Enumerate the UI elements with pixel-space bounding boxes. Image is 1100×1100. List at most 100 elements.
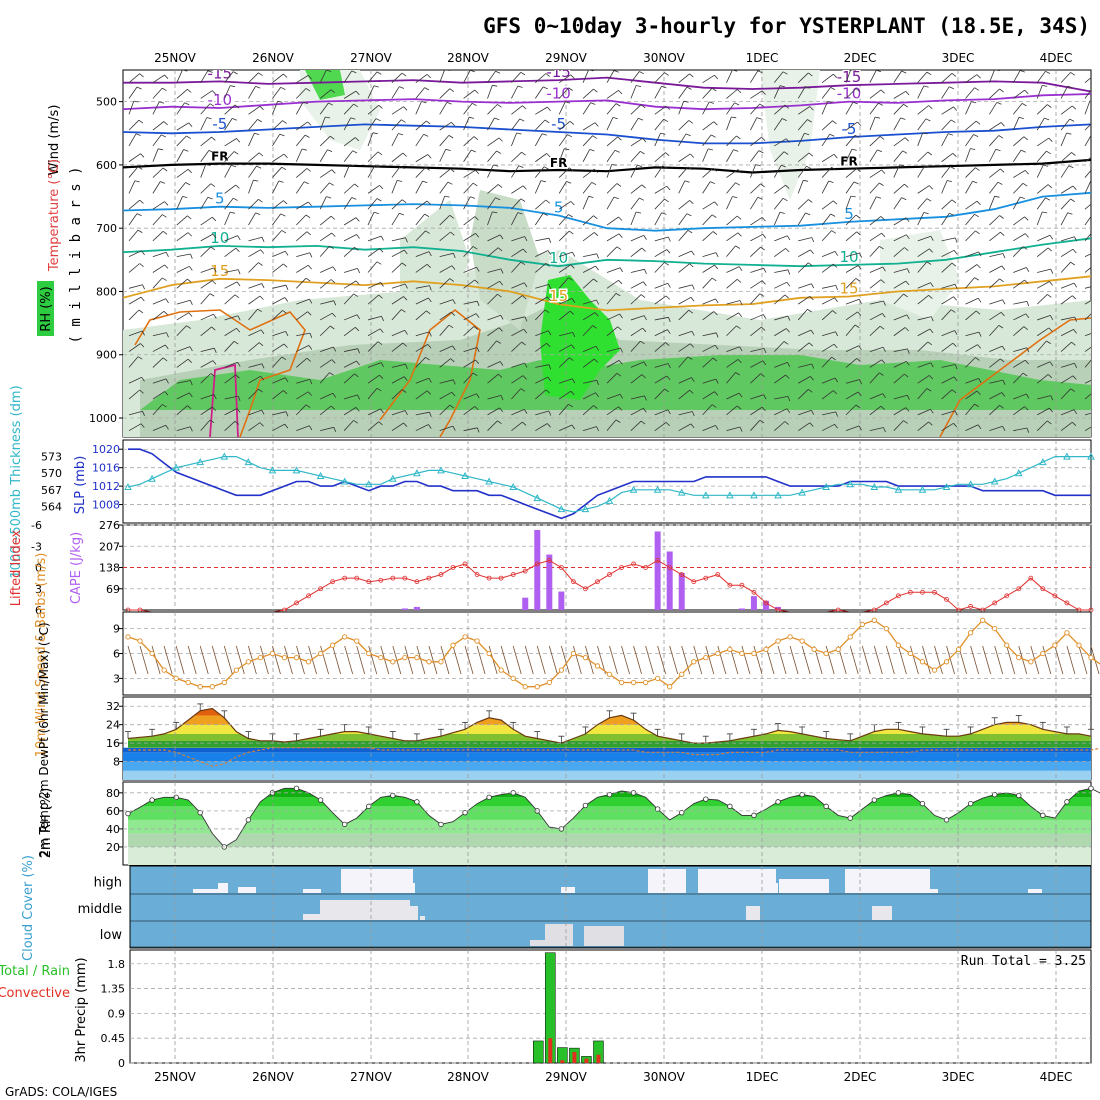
wind-barb-flag — [328, 102, 334, 106]
wind-barb — [845, 214, 857, 226]
wind-barb-flag — [569, 230, 574, 235]
wind-barb — [439, 149, 447, 162]
wind-barb — [630, 361, 644, 368]
wind-barb — [654, 86, 662, 99]
wind-barb — [1013, 393, 1027, 400]
wind-barb-flag — [137, 166, 143, 170]
wind-barb — [1084, 203, 1091, 210]
wind-barb-flag — [474, 89, 479, 94]
wind-barb-flag — [595, 392, 599, 397]
wind-barb-flag — [808, 388, 813, 393]
wind-barb-flag — [690, 153, 695, 158]
wind-barb — [654, 165, 663, 178]
wind-barb — [535, 250, 549, 258]
rh-point — [823, 803, 829, 810]
wind-barb — [343, 183, 355, 194]
pressure-tick: 700 — [96, 222, 117, 235]
surface-wind-barb — [260, 645, 269, 675]
wind-barb — [678, 309, 690, 321]
wind-barb-flag — [663, 118, 669, 123]
isotherm-label: -15 — [208, 64, 233, 82]
wind-barb — [559, 344, 572, 352]
cape-tick: 69 — [106, 583, 120, 596]
wind-barb-flag — [404, 330, 408, 335]
wind-barb — [654, 282, 669, 289]
top-day-label: 27NOV — [350, 51, 392, 65]
footer-credit: GrADS: COLA/IGES — [5, 1085, 117, 1099]
wind-barb-flag — [780, 164, 786, 168]
wind-barb — [678, 263, 690, 273]
wind-barb-flag — [517, 212, 523, 215]
wind-barb-flag — [306, 231, 311, 236]
wind-barb-flag — [330, 215, 336, 220]
wind-barb — [487, 197, 496, 210]
wind-barb-flag — [834, 377, 839, 383]
wind-barb-flag — [284, 297, 289, 302]
isotherm-15 — [123, 275, 1091, 312]
wind-barb — [152, 332, 167, 337]
precip-tick: 0.9 — [108, 1007, 126, 1020]
wind-barb-flag — [233, 340, 239, 345]
wind-barb — [582, 265, 596, 273]
cape-bar — [654, 531, 661, 610]
wind-barb — [726, 116, 732, 131]
wind-barb — [917, 85, 925, 99]
wind-barb — [582, 135, 593, 147]
wind-barb-flag — [879, 325, 885, 330]
wind-barb — [773, 198, 784, 210]
wind-barb-flag — [952, 153, 957, 157]
wind-barb-flag — [954, 284, 958, 289]
wind-barb-flag — [805, 86, 811, 89]
lifted-index-point — [330, 579, 336, 585]
total-rain-label: Total / Rain — [0, 964, 70, 979]
wind-barb-flag — [637, 164, 643, 167]
wind-barb — [869, 405, 882, 416]
wind-barb — [200, 267, 215, 273]
wind-barb — [1060, 165, 1070, 178]
wind-barb-flag — [377, 151, 383, 156]
wind-barb-flag — [353, 420, 359, 424]
cloud-high — [648, 869, 686, 893]
wind-barb-flag — [422, 180, 428, 184]
wind-barb — [821, 251, 836, 258]
wind-barb-flag — [668, 317, 671, 323]
wind-barb — [511, 328, 524, 337]
wind-barb-flag — [421, 101, 427, 104]
thickness-tick: 570 — [41, 467, 62, 480]
wind-barb — [678, 180, 686, 194]
wind-barb-flag — [924, 165, 930, 168]
wind-barb — [582, 345, 597, 352]
wind-barb-flag — [690, 423, 695, 429]
wind-barb-flag — [715, 378, 719, 384]
wind-barb-flag — [522, 295, 527, 300]
wind-barb-flag — [926, 261, 932, 265]
wind-barb-flag — [261, 363, 265, 369]
wind-speed-point — [534, 684, 540, 690]
wind-barb — [797, 119, 808, 131]
wind-barb — [224, 151, 235, 163]
wind-barb-flag — [715, 425, 719, 430]
lifted-index-point — [390, 575, 396, 581]
wind-barb-flag — [1068, 165, 1074, 169]
surface-wind-barb — [211, 645, 221, 675]
wind-barb-flag — [212, 90, 217, 95]
wind-barb — [821, 180, 830, 194]
wind-barb-flag — [495, 70, 501, 74]
wind-barb-flag — [1072, 295, 1077, 300]
surface-wind-barb — [849, 645, 859, 675]
wind-barb — [391, 180, 398, 194]
wind-barb — [535, 106, 548, 115]
wind-barb-flag — [212, 406, 217, 411]
rh-point — [606, 791, 613, 798]
wind-speed-point — [823, 650, 829, 657]
wind-barb — [678, 133, 687, 147]
wind-barb-flag — [1072, 421, 1077, 426]
cape-bar — [678, 573, 685, 610]
wind-barb — [797, 86, 806, 99]
wind-barb — [869, 232, 882, 242]
rh-point — [245, 817, 252, 823]
wind-barb-flag — [206, 117, 212, 120]
wind-barb-flag — [521, 151, 526, 156]
wind-barb-flag — [187, 88, 192, 93]
top-day-label: 28NOV — [447, 51, 489, 65]
